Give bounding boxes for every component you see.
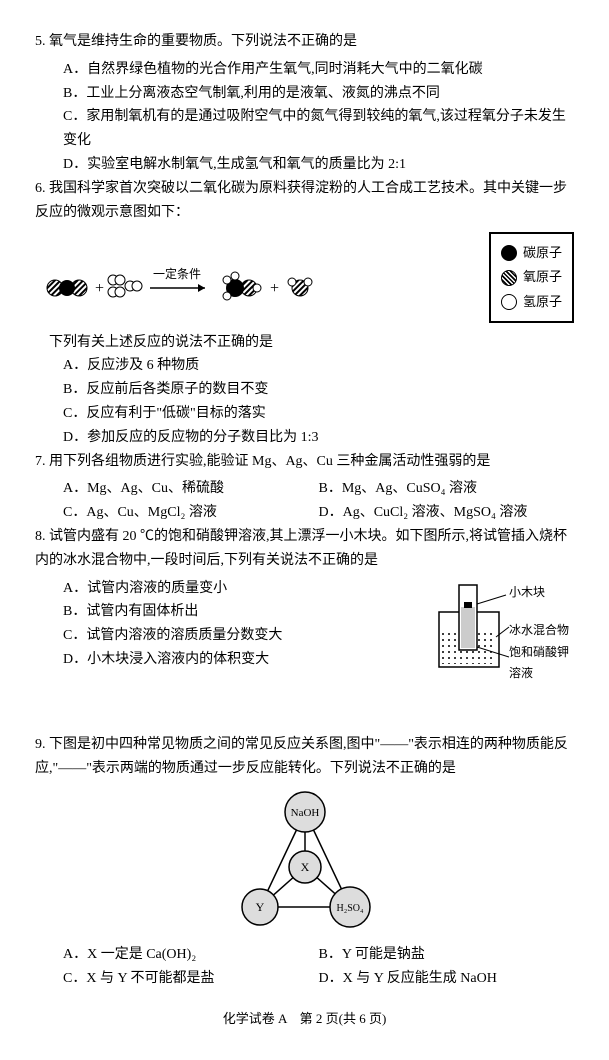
q8-b: B．试管内有固体析出	[35, 600, 424, 624]
legend-c: 碳原子	[523, 242, 562, 264]
q7-c: C．Ag、Cu、MgCl₂ 溶液	[63, 501, 319, 525]
q5-stem: 5. 氧气是维持生命的重要物质。下列说法不正确的是	[35, 30, 574, 54]
q9-a: A．X 一定是 Ca(OH)₂	[63, 943, 319, 967]
svg-text:H₂SO₄: H₂SO₄	[336, 903, 363, 914]
q6-c: C．反应有利于"低碳"目标的落实	[35, 402, 574, 426]
q8-d: D．小木块浸入溶液内的体积变大	[35, 648, 424, 672]
hydrogen-atom-icon	[501, 294, 517, 310]
q5-d: D．实验室电解水制氧气,生成氢气和氧气的质量比为 2:1	[35, 153, 574, 177]
q7-stem: 7. 用下列各组物质进行实验,能验证 Mg、Ag、Cu 三种金属活动性强弱的是	[35, 450, 574, 474]
q6-diagram: + 一定条件 + 碳原子 氧原子 氢原子	[35, 232, 574, 322]
q8-a: A．试管内溶液的质量变小	[35, 577, 424, 601]
page-footer: 化学试卷 A 第 2 页(共 6 页)	[35, 1008, 574, 1030]
legend-o: 氧原子	[523, 266, 562, 288]
q9-d: D．X 与 Y 反应能生成 NaOH	[319, 967, 575, 991]
svg-text:+: +	[270, 280, 279, 297]
svg-text:一定条件: 一定条件	[153, 266, 201, 281]
q9-c: C．X 与 Y 不可能都是盐	[63, 967, 319, 991]
q9-b: B．Y 可能是钠盐	[319, 943, 575, 967]
q9-diagram: NaOH X Y H₂SO₄	[35, 787, 574, 937]
q8-label-solution: 饱和硝酸钾溶液	[509, 642, 579, 683]
q6-legend: 碳原子 氧原子 氢原子	[489, 232, 574, 322]
q6-d: D．参加反应的反应物的分子数目比为 1:3	[35, 426, 574, 450]
svg-text:+: +	[95, 280, 104, 297]
q8-label-wood: 小木块	[509, 582, 579, 602]
q7-d: D．Ag、CuCl₂ 溶液、MgSO₄ 溶液	[319, 501, 575, 525]
q5-a: A．自然界绿色植物的光合作用产生氧气,同时消耗大气中的二氧化碳	[35, 58, 574, 82]
q6-a: A．反应涉及 6 种物质	[35, 354, 574, 378]
q5-b: B．工业上分离液态空气制氧,利用的是液氧、液氮的沸点不同	[35, 82, 574, 106]
oxygen-atom-icon	[501, 270, 517, 286]
svg-text:NaOH: NaOH	[290, 807, 319, 819]
carbon-atom-icon	[501, 245, 517, 261]
q6-stem: 6. 我国科学家首次突破以二氧化碳为原料获得淀粉的人工合成工艺技术。其中关键一步…	[35, 177, 574, 225]
q7-a: A．Mg、Ag、Cu、稀硫酸	[63, 477, 319, 501]
q8-c: C．试管内溶液的溶质质量分数变大	[35, 624, 424, 648]
svg-text:Y: Y	[255, 900, 264, 914]
legend-h: 氢原子	[523, 291, 562, 313]
reaction-svg: + 一定条件 +	[35, 248, 355, 308]
q6-sub: 下列有关上述反应的说法不正确的是	[35, 331, 574, 355]
q7-b: B．Mg、Ag、CuSO₄ 溶液	[319, 477, 575, 501]
svg-text:X: X	[300, 860, 309, 874]
q6-b: B．反应前后各类原子的数目不变	[35, 378, 574, 402]
q8-stem: 8. 试管内盛有 20 ℃的饱和硝酸钾溶液,其上漂浮一小木块。如下图所示,将试管…	[35, 525, 574, 573]
q8-label-ice: 冰水混合物	[509, 620, 579, 640]
q5-c: C．家用制氧机有的是通过吸附空气中的氮气得到较纯的氧气,该过程氧分子未发生变化	[35, 105, 574, 153]
